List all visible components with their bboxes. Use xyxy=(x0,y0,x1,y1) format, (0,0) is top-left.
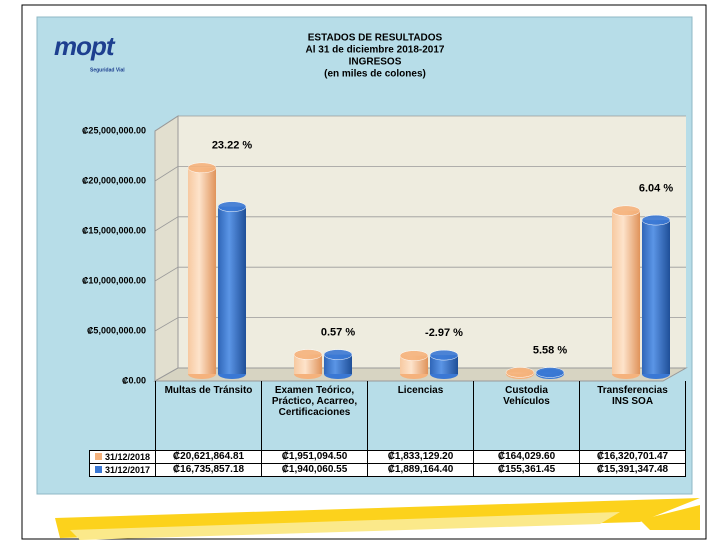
y-tick-label: ₡0.00 xyxy=(122,375,146,385)
legend-item: 31/12/2018 xyxy=(89,450,156,464)
bar xyxy=(187,162,217,379)
bar-part xyxy=(188,167,216,374)
legend-label: 31/12/2018 xyxy=(104,452,151,462)
legend-item: 31/12/2017 xyxy=(89,463,156,477)
bar xyxy=(535,367,565,379)
annotation: -2.97 % xyxy=(425,327,463,339)
table-border xyxy=(685,381,686,450)
y-tick-label: ₡25,000,000.00 xyxy=(82,125,146,135)
chart-title: ESTADOS DE RESULTADOS xyxy=(308,33,443,44)
bar xyxy=(217,201,247,379)
x-tick-label: Transferencias INS SOA xyxy=(579,381,685,450)
bar-part xyxy=(217,201,247,212)
bar-part xyxy=(429,349,459,361)
swoosh xyxy=(640,505,700,530)
bar-part xyxy=(430,355,458,374)
grid-line xyxy=(154,317,686,332)
legend-label: 31/12/2017 xyxy=(104,465,151,475)
bar-part xyxy=(612,210,640,374)
grid-line xyxy=(154,266,686,282)
bar-part xyxy=(294,354,322,374)
value-label: ₡1,889,164.40 xyxy=(367,463,474,477)
grid-line xyxy=(154,165,686,182)
legend-swatch xyxy=(94,466,102,473)
grid-line xyxy=(154,115,686,132)
bar xyxy=(505,367,535,379)
bar xyxy=(641,214,671,379)
y-tick-label: ₡15,000,000.00 xyxy=(82,225,146,235)
x-tick-label: Examen Teórico, Práctico, Acarreo, Certi… xyxy=(261,381,367,450)
chart-title: (en miles de colones) xyxy=(324,69,426,80)
bar-part xyxy=(187,162,217,174)
bar xyxy=(323,349,353,379)
value-label: ₡15,391,347.48 xyxy=(579,463,686,477)
logo-tagline: Seguridad Vial xyxy=(90,67,125,73)
bar xyxy=(293,349,323,379)
bar-part xyxy=(218,206,246,374)
y-tick-label: ₡20,000,000.00 xyxy=(82,175,146,185)
value-label: ₡1,951,094.50 xyxy=(261,450,368,464)
annotation: 6.04 % xyxy=(639,183,673,195)
x-tick-label: Custodia Vehículos xyxy=(473,381,579,450)
swoosh xyxy=(70,512,620,540)
value-label: ₡16,735,857.18 xyxy=(155,463,262,477)
bar xyxy=(399,350,429,379)
bar-part xyxy=(535,367,565,378)
bar-part xyxy=(323,349,353,360)
grid-line xyxy=(154,216,686,232)
y-tick-label: ₡5,000,000.00 xyxy=(87,325,146,335)
bar xyxy=(611,205,641,379)
value-label: ₡16,320,701.47 xyxy=(579,450,686,464)
chart-title: INGRESOS xyxy=(349,57,402,68)
bar xyxy=(429,349,459,379)
value-label: ₡164,029.60 xyxy=(473,450,580,464)
annotation: 0.57 % xyxy=(321,326,355,338)
x-tick-label: Multas de Tránsito xyxy=(155,381,261,450)
bar-part xyxy=(399,350,429,361)
annotation: 5.58 % xyxy=(533,344,567,356)
bar-part xyxy=(611,205,641,217)
x-tick-label: Licencias xyxy=(367,381,473,450)
value-label: ₡155,361.45 xyxy=(473,463,580,477)
bar-part xyxy=(642,220,670,374)
bar-part xyxy=(293,349,323,360)
bar-part xyxy=(324,354,352,374)
chart-title: Al 31 de diciembre 2018-2017 xyxy=(306,45,445,56)
logo: mopt xyxy=(54,31,116,61)
bar-part xyxy=(505,367,535,378)
y-tick-label: ₡10,000,000.00 xyxy=(82,275,146,285)
value-label: ₡1,833,129.20 xyxy=(367,450,474,464)
legend-swatch xyxy=(94,453,102,460)
value-label: ₡20,621,864.81 xyxy=(155,450,262,464)
back-wall xyxy=(155,116,686,381)
side-wall xyxy=(154,115,179,382)
bar-part xyxy=(641,214,671,226)
annotation: 23.22 % xyxy=(212,140,253,152)
value-label: ₡1,940,060.55 xyxy=(261,463,368,477)
